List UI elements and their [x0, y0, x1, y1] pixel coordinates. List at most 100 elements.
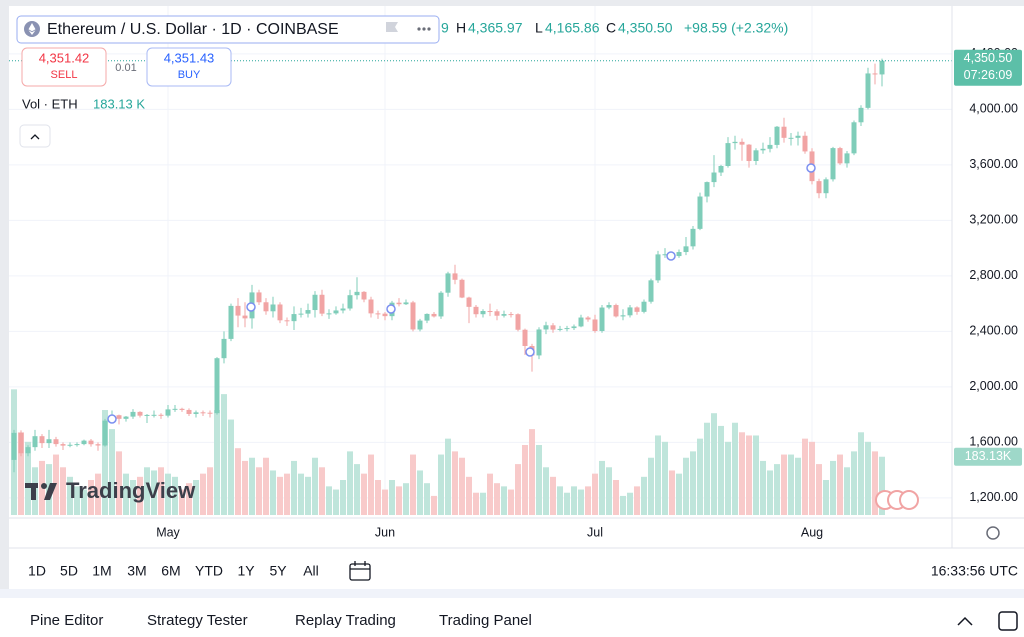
- volume-bar: [529, 429, 535, 515]
- candle-body: [508, 314, 514, 316]
- candle-body: [592, 319, 598, 331]
- more-icon[interactable]: [417, 27, 431, 31]
- volume-bar: [249, 457, 255, 515]
- volume-bar: [354, 464, 360, 515]
- candle-body: [599, 307, 605, 331]
- candle-body: [872, 73, 878, 75]
- close-label: C: [606, 20, 616, 36]
- date-range-icon[interactable]: [349, 561, 371, 581]
- event-marker[interactable]: [806, 163, 816, 173]
- volume-bar: [648, 457, 654, 515]
- x-tick-label: May: [156, 525, 180, 539]
- settings-icon[interactable]: [986, 526, 1000, 540]
- volume-bar: [571, 486, 577, 515]
- panel-tab[interactable]: Pine Editor: [30, 612, 103, 629]
- volume-bar: [375, 480, 381, 515]
- volume-bar: [494, 483, 500, 515]
- volume-badge-label: 183.13K: [965, 449, 1012, 463]
- volume-bar: [438, 454, 444, 515]
- candle-body: [200, 412, 206, 414]
- watermark-logo: [25, 483, 57, 500]
- candle-body: [683, 246, 689, 253]
- volume-bar: [774, 464, 780, 515]
- candle-body: [620, 315, 626, 317]
- flag-icon[interactable]: [386, 22, 398, 32]
- candle-body: [424, 313, 430, 321]
- range-button[interactable]: 3M: [127, 563, 146, 579]
- y-tick-label: 1,200.00: [969, 490, 1018, 504]
- volume-bar: [326, 486, 332, 515]
- volume-bar: [445, 438, 451, 515]
- volume-bar: [179, 489, 185, 515]
- candle-body: [11, 432, 17, 460]
- event-marker[interactable]: [386, 304, 396, 314]
- candle-body: [81, 440, 87, 445]
- volume-bar: [151, 470, 157, 515]
- symbol-title[interactable]: Ethereum / U.S. Dollar · 1D · COINBASE: [47, 21, 339, 38]
- candle-body: [459, 279, 465, 298]
- volume-bar: [221, 394, 227, 515]
- candle-body: [67, 444, 73, 446]
- volume-bar: [879, 456, 885, 515]
- candle-body: [256, 292, 262, 303]
- range-button[interactable]: 6M: [161, 563, 180, 579]
- volume-bar: [312, 457, 318, 515]
- clock: 16:33:56 UTC: [931, 563, 1018, 579]
- volume-bar: [508, 489, 514, 515]
- range-button[interactable]: 1D: [28, 563, 46, 579]
- candle-body: [53, 439, 59, 445]
- candle-body: [46, 439, 52, 444]
- buy-button[interactable]: [146, 47, 232, 87]
- volume-bar: [620, 495, 626, 515]
- sell-button[interactable]: [21, 47, 107, 87]
- event-marker[interactable]: [246, 302, 256, 312]
- range-button[interactable]: YTD: [195, 563, 223, 579]
- range-button[interactable]: 1M: [92, 563, 111, 579]
- candle-body: [137, 411, 143, 416]
- candle-body: [774, 126, 780, 145]
- volume-bar: [487, 473, 493, 515]
- volume-bar: [319, 467, 325, 515]
- volume-bar: [669, 470, 675, 515]
- volume-bar: [81, 489, 87, 515]
- sell-label: SELL: [51, 69, 78, 81]
- candle-body: [732, 141, 738, 144]
- candle-body: [305, 310, 311, 314]
- volume-bar: [564, 492, 570, 515]
- event-marker[interactable]: [666, 251, 676, 261]
- candle-body: [319, 294, 325, 314]
- volume-bar: [417, 470, 423, 515]
- volume-bar: [718, 425, 724, 515]
- candle-body: [655, 254, 661, 281]
- range-button[interactable]: 1Y: [237, 563, 255, 579]
- volume-bar: [242, 460, 248, 515]
- candle-body: [879, 60, 885, 75]
- candle-body: [522, 329, 528, 346]
- candle-body: [634, 307, 640, 312]
- candle-body: [767, 144, 773, 149]
- volume-bar: [788, 454, 794, 515]
- maximize-icon[interactable]: [998, 611, 1018, 631]
- volume-bar: [102, 410, 108, 515]
- volume-bar: [403, 483, 409, 515]
- spread: 0.01: [115, 62, 136, 74]
- volume-bar: [340, 480, 346, 515]
- range-button[interactable]: 5Y: [269, 563, 287, 579]
- panel-tab[interactable]: Replay Trading: [295, 612, 396, 629]
- last-price-badge: [954, 49, 1022, 86]
- volume-bar: [711, 413, 717, 515]
- symbol-box[interactable]: [16, 15, 440, 44]
- volume-bar: [480, 492, 486, 515]
- watermark: TradingView: [66, 478, 196, 503]
- collapse-button[interactable]: [19, 124, 51, 148]
- event-marker[interactable]: [107, 414, 117, 424]
- candle-body: [585, 317, 591, 320]
- volume-bar: [627, 492, 633, 515]
- range-button[interactable]: All: [303, 563, 319, 579]
- panel-tab[interactable]: Strategy Tester: [147, 612, 248, 629]
- panel-tab[interactable]: Trading Panel: [439, 612, 532, 629]
- event-marker[interactable]: [525, 347, 535, 357]
- expand-icon[interactable]: [957, 616, 973, 626]
- range-button[interactable]: 5D: [60, 563, 78, 579]
- candle-body: [830, 148, 836, 180]
